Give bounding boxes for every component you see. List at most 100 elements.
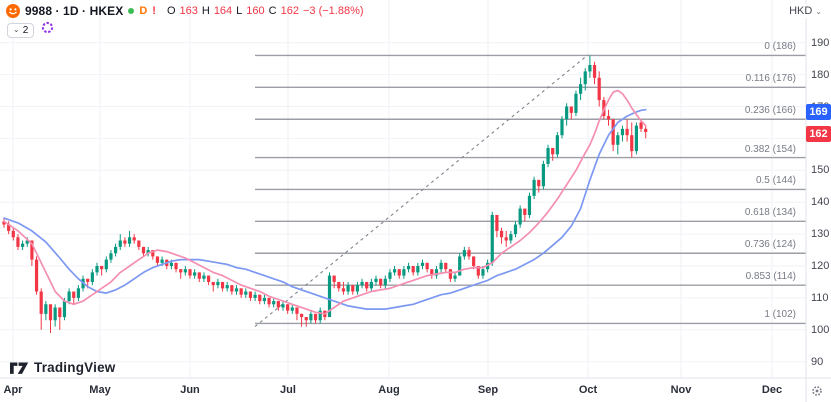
candle — [25, 240, 29, 244]
candle — [616, 135, 620, 145]
fib-level-label: 0 (186) — [764, 41, 796, 53]
candle — [388, 272, 392, 279]
trend-line[interactable] — [254, 54, 589, 328]
candle — [472, 256, 476, 266]
candle — [248, 291, 253, 298]
candle — [290, 307, 294, 311]
candle — [95, 266, 99, 273]
fib-level-label: 0.116 (176) — [745, 73, 796, 85]
candle — [551, 147, 555, 155]
ma-fast-line[interactable] — [3, 89, 647, 315]
symbol-logo-icon[interactable] — [6, 4, 20, 18]
time-axis-label: May — [89, 384, 111, 396]
candle — [588, 65, 592, 72]
candle — [11, 230, 15, 238]
candle — [360, 281, 364, 286]
candle — [44, 304, 48, 314]
price-tick-label: 190 — [811, 36, 830, 49]
ma-price-badge: 169 — [806, 103, 831, 120]
price-tick-label: 150 — [811, 164, 830, 177]
candle — [499, 230, 504, 238]
last-price-badge: 162 — [806, 126, 831, 143]
candle — [137, 240, 141, 247]
candle — [272, 301, 276, 305]
candle — [518, 208, 522, 225]
price-tick-label: 110 — [811, 291, 829, 304]
candle — [30, 240, 34, 260]
close-value: 162 — [280, 5, 299, 17]
candle — [188, 269, 192, 276]
candle — [193, 272, 197, 276]
price-tick-label: 100 — [811, 323, 830, 336]
candle — [72, 291, 76, 298]
candle — [606, 116, 611, 120]
symbol-title[interactable]: 9988 · 1D · HKEX — [25, 4, 124, 18]
candle — [337, 281, 341, 289]
candle — [565, 106, 569, 120]
candle — [490, 214, 494, 263]
candle — [169, 262, 173, 266]
candle — [58, 307, 62, 318]
fib-retracement[interactable] — [255, 54, 806, 325]
price-tick-label: 140 — [811, 196, 830, 209]
candle — [555, 135, 559, 155]
candle — [644, 128, 648, 133]
candle — [86, 278, 90, 282]
market-status-icon[interactable] — [128, 8, 135, 14]
candle — [253, 294, 257, 298]
candle — [379, 278, 383, 286]
candle — [351, 285, 355, 292]
candle — [2, 221, 6, 225]
candle — [532, 179, 536, 196]
candle — [21, 243, 25, 247]
tradingview-watermark[interactable]: TradingView — [10, 360, 115, 375]
fib-level-label: 0.853 (114) — [745, 271, 796, 283]
candle — [341, 288, 346, 292]
candle — [448, 269, 452, 279]
candle — [309, 313, 313, 321]
time-axis-label: Jun — [180, 384, 200, 396]
candle — [39, 291, 43, 314]
candle — [406, 266, 411, 270]
currency-selector[interactable]: HKD ⌄ — [783, 4, 828, 18]
candle — [509, 234, 513, 241]
tradingview-watermark-text: TradingView — [34, 360, 116, 375]
candle — [114, 246, 118, 254]
price-tick-label: 90 — [811, 355, 824, 368]
candle — [630, 135, 634, 152]
delayed-data-badge[interactable]: D — [139, 5, 148, 17]
candle — [327, 275, 332, 318]
candle — [537, 179, 541, 187]
fib-level-label: 1 (102) — [764, 309, 796, 321]
candle — [318, 310, 322, 321]
data-alert-badge[interactable]: ! — [152, 5, 156, 17]
candle — [416, 266, 420, 273]
candle — [592, 65, 597, 78]
axis-settings-gear-icon[interactable] — [811, 384, 823, 402]
candle — [560, 119, 564, 136]
fib-level-label: 0.382 (154) — [744, 143, 796, 155]
fib-level-label: 0.236 (166) — [744, 105, 796, 117]
candle — [462, 250, 466, 257]
candle — [230, 285, 234, 292]
price-tick-label: 180 — [811, 68, 830, 81]
candle — [458, 256, 462, 276]
ma-slow-line[interactable] — [3, 108, 647, 310]
candles-series[interactable] — [2, 55, 648, 333]
time-axis-label: Nov — [670, 384, 692, 396]
candle — [34, 259, 39, 292]
fib-level-label: 0.618 (134) — [744, 207, 796, 219]
candle — [453, 275, 457, 279]
candle — [118, 240, 122, 247]
price-tick-label: 130 — [811, 228, 830, 241]
fib-level-label: 0.5 (144) — [755, 175, 796, 187]
candle — [211, 281, 215, 286]
change-value: −3 (−1.88%) — [302, 5, 364, 17]
candle — [197, 272, 201, 279]
candle — [467, 250, 471, 257]
legend-collapse-button[interactable]: ⌄ 2 — [7, 22, 35, 38]
candle — [495, 214, 499, 231]
candle — [434, 269, 439, 276]
tradingview-logo-icon — [10, 362, 29, 374]
